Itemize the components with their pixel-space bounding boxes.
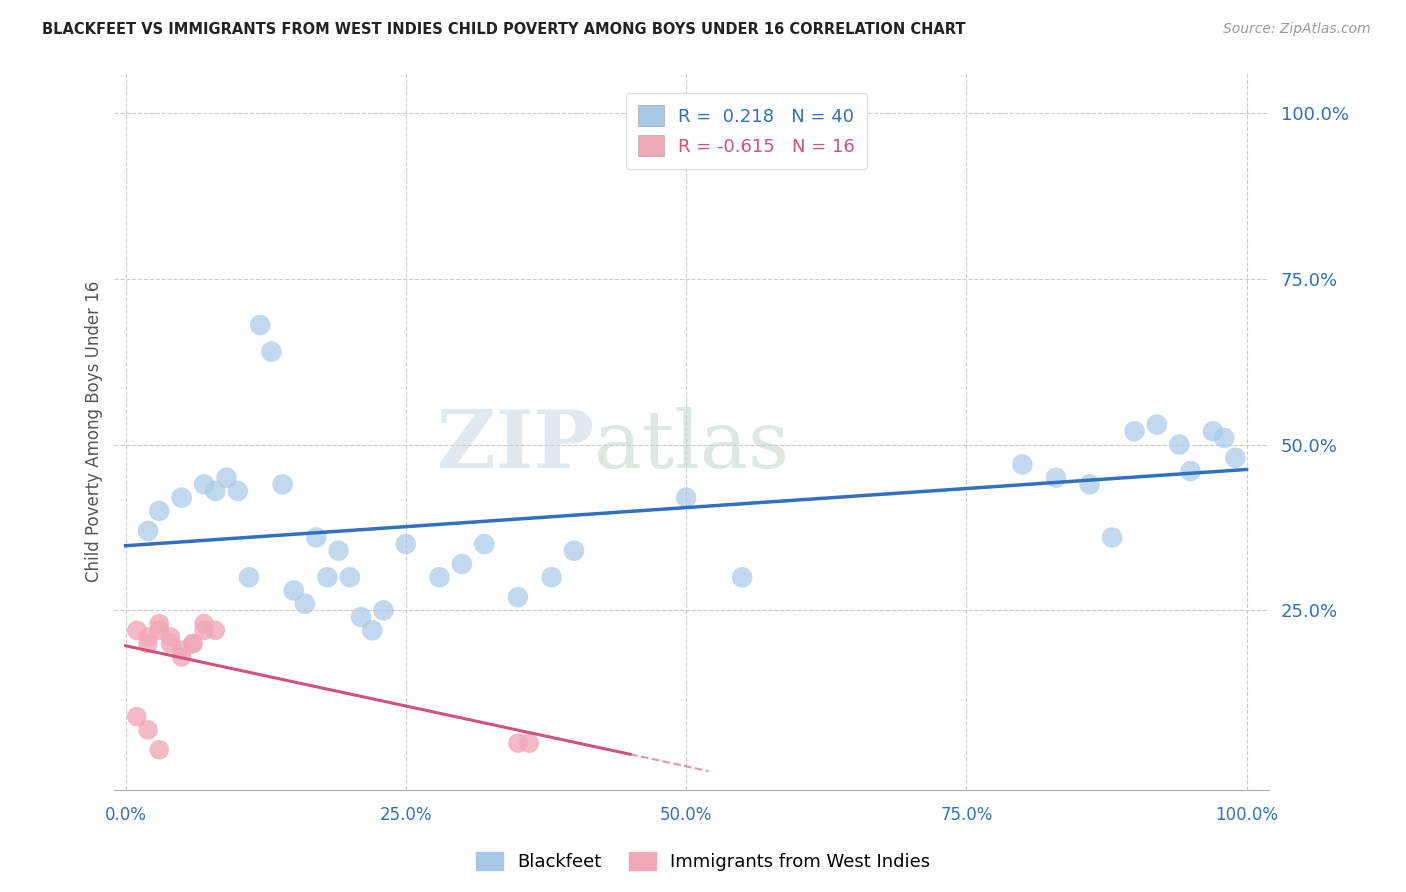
Point — [1011, 458, 1033, 472]
Text: 0.0%: 0.0% — [104, 806, 146, 824]
Point — [136, 630, 159, 644]
Legend: Blackfeet, Immigrants from West Indies: Blackfeet, Immigrants from West Indies — [468, 845, 938, 879]
Point — [181, 637, 204, 651]
Point — [148, 504, 170, 518]
Point — [226, 483, 249, 498]
Text: atlas: atlas — [593, 407, 789, 484]
Text: ZIP: ZIP — [437, 407, 593, 484]
Text: 100.0%: 100.0% — [1215, 806, 1278, 824]
Point — [136, 637, 159, 651]
Point — [193, 624, 215, 638]
Point — [159, 637, 181, 651]
Text: 75.0%: 75.0% — [941, 806, 993, 824]
Y-axis label: Child Poverty Among Boys Under 16: Child Poverty Among Boys Under 16 — [86, 281, 103, 582]
Point — [125, 709, 148, 723]
Point — [1078, 477, 1101, 491]
Point — [249, 318, 271, 332]
Point — [1213, 431, 1236, 445]
Point — [1168, 437, 1191, 451]
Point — [136, 723, 159, 737]
Point — [731, 570, 754, 584]
Point — [148, 616, 170, 631]
Point — [328, 543, 350, 558]
Point — [193, 477, 215, 491]
Point — [339, 570, 361, 584]
Point — [125, 624, 148, 638]
Text: 50.0%: 50.0% — [659, 806, 713, 824]
Point — [361, 624, 384, 638]
Point — [193, 616, 215, 631]
Point — [350, 610, 373, 624]
Point — [472, 537, 495, 551]
Point — [675, 491, 697, 505]
Point — [316, 570, 339, 584]
Point — [260, 344, 283, 359]
Point — [1101, 531, 1123, 545]
Point — [305, 531, 328, 545]
Point — [373, 603, 395, 617]
Point — [562, 543, 585, 558]
Point — [506, 736, 529, 750]
Text: Source: ZipAtlas.com: Source: ZipAtlas.com — [1223, 22, 1371, 37]
Point — [395, 537, 418, 551]
Point — [294, 597, 316, 611]
Point — [148, 743, 170, 757]
Point — [1146, 417, 1168, 432]
Point — [517, 736, 540, 750]
Point — [136, 524, 159, 538]
Point — [1180, 464, 1202, 478]
Point — [148, 624, 170, 638]
Point — [181, 637, 204, 651]
Point — [1202, 424, 1225, 438]
Text: BLACKFEET VS IMMIGRANTS FROM WEST INDIES CHILD POVERTY AMONG BOYS UNDER 16 CORRE: BLACKFEET VS IMMIGRANTS FROM WEST INDIES… — [42, 22, 966, 37]
Point — [451, 557, 474, 571]
Point — [429, 570, 451, 584]
Point — [271, 477, 294, 491]
Point — [170, 649, 193, 664]
Text: 25.0%: 25.0% — [380, 806, 432, 824]
Point — [540, 570, 562, 584]
Point — [283, 583, 305, 598]
Point — [238, 570, 260, 584]
Point — [1225, 450, 1247, 465]
Point — [506, 590, 529, 604]
Point — [204, 624, 226, 638]
Point — [215, 471, 238, 485]
Legend: R =  0.218   N = 40, R = -0.615   N = 16: R = 0.218 N = 40, R = -0.615 N = 16 — [626, 93, 868, 169]
Point — [204, 483, 226, 498]
Point — [170, 643, 193, 657]
Point — [170, 491, 193, 505]
Point — [1123, 424, 1146, 438]
Point — [1045, 471, 1067, 485]
Point — [159, 630, 181, 644]
